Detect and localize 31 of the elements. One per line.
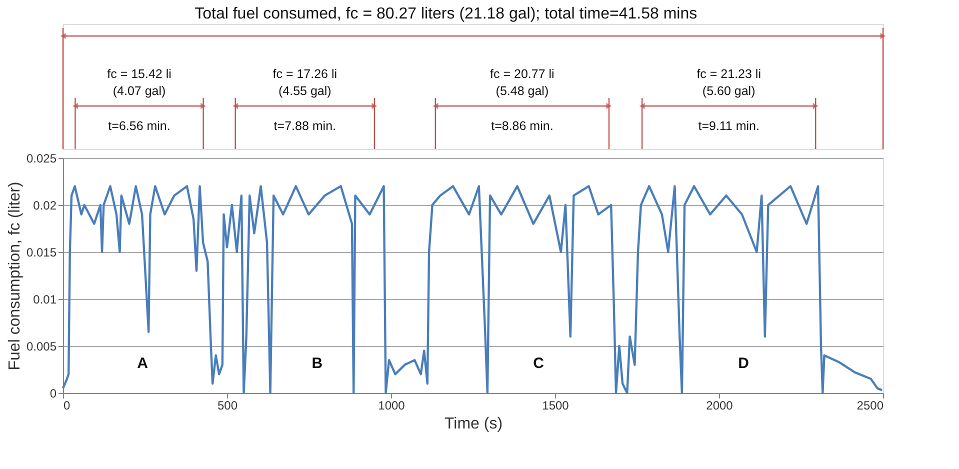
text: fc = 20.77 li	[490, 67, 554, 81]
text: t=6.56 min.	[108, 119, 170, 133]
y-tick-label: 0.025	[26, 152, 57, 166]
annotation: B	[312, 355, 323, 372]
text: (5.48 gal)	[496, 84, 549, 98]
y-tick-label: 0.02	[33, 198, 57, 212]
x-tick-label: 2500	[856, 398, 884, 412]
text: (4.07 gal)	[112, 84, 166, 98]
x-tick-label: 1000	[378, 398, 406, 412]
text: fc = 17.26 li	[272, 67, 338, 81]
x-tick-label: 0	[64, 398, 70, 412]
chart-title: Total fuel consumed, fc = 80.27 liters (21.18 gal); total time=41.58 mins	[194, 6, 698, 22]
y-tick-label: 0.01	[33, 292, 57, 306]
x-tick-label: 2000	[706, 398, 734, 412]
x-tick-label: 1500	[542, 398, 570, 412]
y-tick-label: 0.015	[26, 246, 57, 260]
text: fc = 21.23 li	[696, 67, 761, 81]
y-axis-title: Fuel consumption, fc (liter)	[6, 182, 24, 370]
annotation: D	[738, 355, 750, 372]
text: t=7.88 min.	[274, 119, 336, 133]
text: (5.60 gal)	[702, 84, 756, 98]
y-tick-label: 0	[50, 386, 57, 400]
text: t=9.11 min.	[698, 119, 760, 133]
y-tick-label: 0.005	[26, 340, 57, 354]
annotation: C	[533, 355, 544, 372]
x-tick-label: 500	[217, 398, 238, 412]
annotation: A	[137, 355, 148, 372]
text: (4.55 gal)	[278, 84, 332, 98]
x-axis-title: Time (s)	[444, 416, 503, 432]
text: t=8.86 min.	[491, 119, 554, 133]
text: fc = 15.42 li	[107, 67, 172, 81]
